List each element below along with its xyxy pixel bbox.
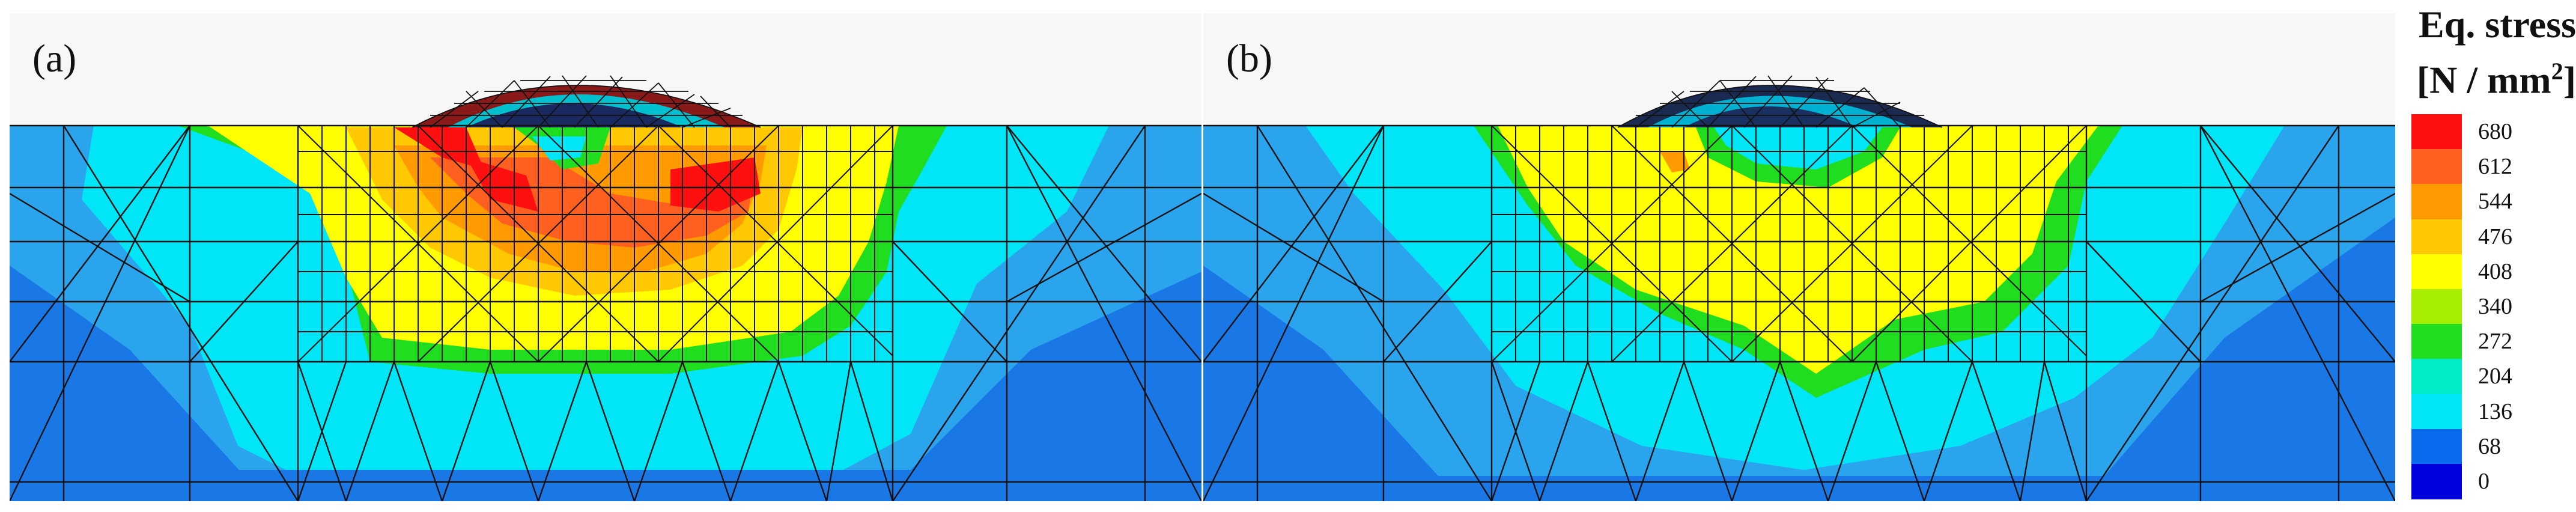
legend-swatch-204 xyxy=(2411,359,2462,395)
legend-tick-label: 544 xyxy=(2478,189,2512,215)
legend-title-line1: Eq. stress xyxy=(2419,3,2576,46)
legend-color-bar xyxy=(2411,114,2462,500)
stress-panel-a: (a) xyxy=(10,13,1201,501)
mesh-lines-b xyxy=(1203,124,2395,501)
legend-tick-label: 408 xyxy=(2478,258,2512,284)
legend-title-line2: [N / mm2] xyxy=(2394,48,2576,103)
legend-tick-label: 204 xyxy=(2478,364,2512,389)
dense-mesh-b xyxy=(1491,125,2087,362)
legend-tick-label: 612 xyxy=(2478,154,2512,180)
stress-panel-b: (b) xyxy=(1203,13,2395,501)
legend-swatch-544 xyxy=(2411,184,2462,220)
panel-label-a: (a) xyxy=(32,37,77,81)
legend-swatch-136 xyxy=(2411,394,2462,430)
legend-swatch-680 xyxy=(2411,114,2462,150)
legend-tick-label: 476 xyxy=(2478,224,2512,249)
legend-swatch-340 xyxy=(2411,289,2462,325)
legend-swatch-408 xyxy=(2411,254,2462,290)
mesh-lines-a xyxy=(10,124,1201,501)
weld-cap-mesh-a xyxy=(412,75,761,128)
legend-tick-label: 136 xyxy=(2478,398,2512,424)
legend-swatch-68 xyxy=(2411,428,2462,465)
legend-tick-label: 0 xyxy=(2478,469,2489,494)
legend-swatch-0 xyxy=(2411,464,2462,500)
dense-mesh-a xyxy=(297,125,893,362)
contour-bands-a xyxy=(10,126,1201,501)
weld-cap-mesh-b xyxy=(1617,75,1943,128)
legend-tick-label: 680 xyxy=(2478,119,2512,144)
stress-legend: Eq. stress [N / mm2] 680 612 544 476 408 340 2… xyxy=(2394,0,2576,512)
legend-swatch-612 xyxy=(2411,149,2462,185)
stress-field-a xyxy=(10,75,1201,501)
legend-tick-label: 272 xyxy=(2478,329,2512,355)
stress-field-b xyxy=(1203,75,2395,501)
contour-bands-b xyxy=(1203,126,2395,501)
legend-tick-label: 68 xyxy=(2478,433,2501,459)
legend-swatch-272 xyxy=(2411,324,2462,360)
legend-unit-sup: 2 xyxy=(2551,58,2563,85)
legend-swatch-476 xyxy=(2411,219,2462,255)
panel-label-b: (b) xyxy=(1226,37,1272,81)
legend-title: Eq. stress [N / mm2] xyxy=(2394,1,2576,103)
legend-tick-label: 340 xyxy=(2478,294,2512,319)
legend-unit-suffix: ] xyxy=(2563,58,2576,102)
legend-unit-prefix: [N / mm xyxy=(2416,58,2551,102)
